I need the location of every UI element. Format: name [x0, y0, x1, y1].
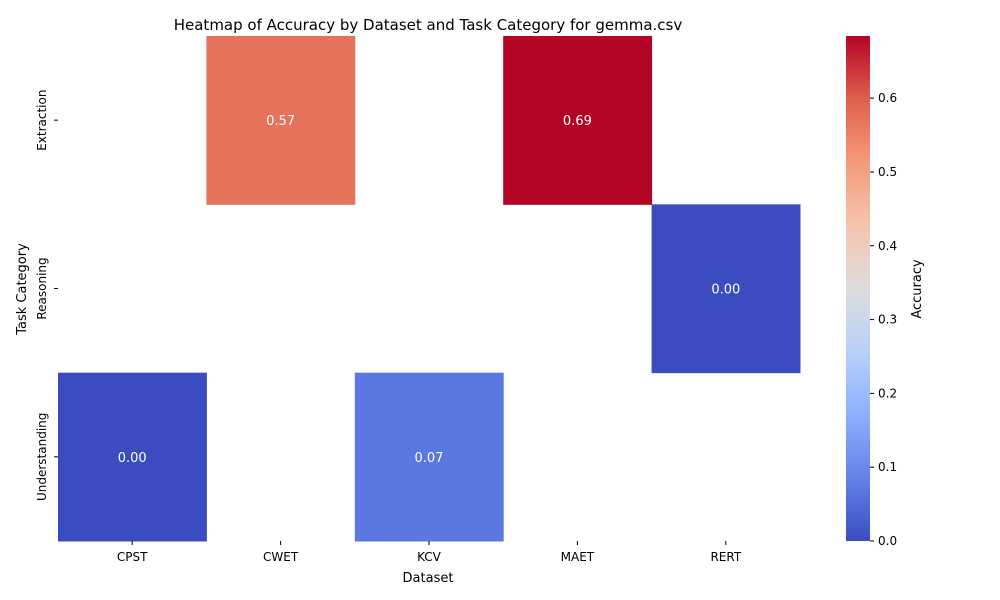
colorbar-tick-label: 0.6	[878, 91, 897, 105]
x-tick-label: MAET	[561, 550, 595, 564]
cell-value-label: 0.07	[415, 451, 444, 466]
colorbar-gradient	[846, 36, 870, 541]
x-tick-label: CWET	[263, 550, 299, 564]
x-tick-label: CPST	[117, 550, 148, 564]
heatmap-cells	[58, 36, 801, 542]
colorbar-ticks: 0.0 0.1 0.2 0.3 0.4 0.5 0.6	[870, 91, 897, 548]
colorbar-tick-label: 0.4	[878, 239, 897, 253]
colorbar: 0.0 0.1 0.2 0.3 0.4 0.5 0.6 Accuracy	[846, 36, 925, 548]
y-tick-label: Understanding	[35, 413, 49, 501]
heatmap-cell-extraction-maet	[503, 36, 653, 205]
cell-value-label: 0.69	[563, 114, 592, 129]
colorbar-label: Accuracy	[910, 259, 925, 319]
heatmap-cell-extraction-cwet	[206, 36, 356, 205]
x-tick-label: RERT	[710, 550, 741, 564]
colorbar-tick-label: 0.2	[878, 386, 897, 400]
x-axis: CPST CWET KCV MAET RERT	[117, 541, 742, 564]
y-axis-label: Task Category	[15, 243, 30, 336]
colorbar-tick-label: 0.5	[878, 165, 897, 179]
cell-value-label: 0.57	[266, 114, 295, 129]
heatmap-cell-labels: 0.57 0.69 0.00 0.00 0.07	[118, 114, 741, 466]
colorbar-tick-label: 0.1	[878, 460, 897, 474]
heatmap-cell-understanding-kcv	[354, 372, 504, 542]
heatmap-cell-reasoning-rert	[651, 204, 801, 374]
colorbar-tick-label: 0.3	[878, 313, 897, 327]
x-axis-label: Dataset	[403, 571, 454, 586]
y-tick-label: Extraction	[35, 90, 49, 151]
y-tick-label: Reasoning	[35, 257, 49, 319]
heatmap-cell-understanding-cpst	[58, 372, 207, 542]
cell-value-label: 0.00	[711, 283, 740, 298]
y-axis: Extraction Reasoning Understanding	[35, 90, 58, 501]
cell-value-label: 0.00	[118, 451, 147, 466]
x-tick-label: KCV	[417, 550, 442, 564]
chart-title: Heatmap of Accuracy by Dataset and Task …	[174, 16, 683, 34]
colorbar-tick-label: 0.0	[878, 534, 897, 548]
